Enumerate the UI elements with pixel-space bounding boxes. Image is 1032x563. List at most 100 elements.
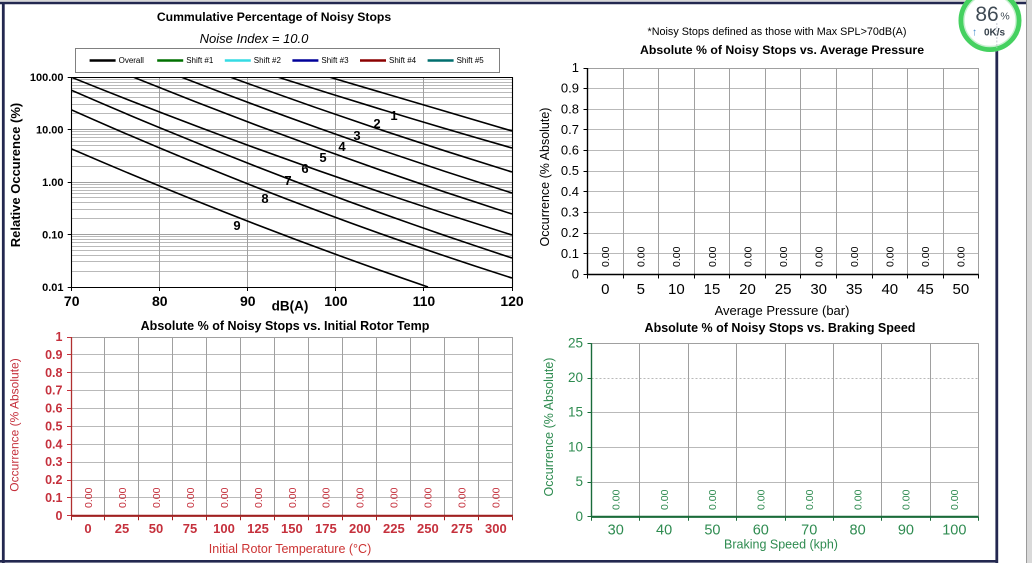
svg-text:75: 75 (183, 521, 197, 536)
svg-text:*Noisy Stops defined as those: *Noisy Stops defined as those with Max S… (648, 26, 907, 38)
svg-text:0.00: 0.00 (852, 489, 864, 510)
svg-text:↑: ↑ (972, 27, 977, 39)
svg-text:120: 120 (500, 293, 524, 309)
svg-text:0.4: 0.4 (561, 184, 579, 199)
svg-text:175: 175 (315, 521, 337, 536)
svg-text:40: 40 (881, 281, 898, 298)
svg-text:70: 70 (64, 293, 80, 309)
svg-text:0.00: 0.00 (901, 489, 913, 510)
svg-text:Overall: Overall (119, 56, 145, 65)
svg-text:8: 8 (261, 191, 268, 206)
svg-text:25: 25 (775, 281, 792, 298)
svg-text:Shift #1: Shift #1 (186, 56, 214, 65)
svg-text:0.00: 0.00 (600, 246, 612, 267)
svg-text:0.00: 0.00 (117, 487, 129, 508)
svg-text:0.9: 0.9 (45, 348, 62, 362)
svg-text:0.00: 0.00 (707, 246, 719, 267)
svg-text:25: 25 (568, 335, 583, 350)
svg-text:0.00: 0.00 (756, 489, 768, 510)
svg-text:0.01: 0.01 (42, 282, 63, 294)
svg-text:6: 6 (301, 161, 308, 176)
svg-text:0.9: 0.9 (561, 81, 579, 96)
svg-text:100: 100 (324, 293, 348, 309)
svg-text:0.00: 0.00 (956, 246, 968, 267)
svg-text:%: % (1000, 11, 1009, 23)
svg-text:0: 0 (601, 281, 609, 298)
svg-text:5: 5 (575, 474, 583, 489)
svg-text:0.5: 0.5 (561, 163, 579, 178)
svg-text:90: 90 (240, 293, 256, 309)
svg-text:1: 1 (56, 330, 63, 344)
svg-text:0.00: 0.00 (804, 489, 816, 510)
svg-text:0.00: 0.00 (707, 489, 719, 510)
svg-text:0.2: 0.2 (561, 225, 579, 240)
svg-text:9: 9 (233, 218, 240, 233)
svg-text:5: 5 (319, 150, 326, 165)
svg-text:0.00: 0.00 (814, 246, 826, 267)
svg-text:0.00: 0.00 (611, 489, 623, 510)
svg-text:0.00: 0.00 (778, 246, 790, 267)
svg-text:150: 150 (281, 521, 303, 536)
svg-text:0K/s: 0K/s (984, 28, 1006, 39)
svg-text:0.5: 0.5 (45, 419, 62, 433)
svg-text:1: 1 (390, 108, 397, 123)
svg-text:110: 110 (413, 293, 436, 309)
svg-text:2: 2 (373, 116, 380, 131)
svg-text:Absolute % of Noisy Stops vs.: Absolute % of Noisy Stops vs. Initial Ro… (141, 319, 430, 333)
svg-text:0.00: 0.00 (151, 487, 163, 508)
svg-text:10: 10 (568, 439, 583, 454)
svg-text:0.00: 0.00 (219, 487, 231, 508)
svg-text:Absolute % of Noisy Stops vs.: Absolute % of Noisy Stops vs. Braking Sp… (645, 321, 916, 335)
svg-text:0.00: 0.00 (885, 246, 897, 267)
svg-text:20: 20 (568, 370, 583, 385)
svg-text:80: 80 (152, 293, 168, 309)
svg-text:0.6: 0.6 (561, 143, 579, 158)
svg-text:0.6: 0.6 (45, 402, 62, 416)
svg-text:Average Pressure (bar): Average Pressure (bar) (715, 303, 850, 318)
svg-text:0.8: 0.8 (561, 101, 579, 116)
svg-text:0.00: 0.00 (287, 487, 299, 508)
svg-text:0.00: 0.00 (659, 489, 671, 510)
svg-text:0.00: 0.00 (389, 487, 401, 508)
svg-text:0.7: 0.7 (45, 384, 62, 398)
svg-text:Shift #2: Shift #2 (254, 56, 282, 65)
svg-text:200: 200 (349, 521, 371, 536)
svg-text:Initial Rotor Temperature (°C): Initial Rotor Temperature (°C) (209, 542, 371, 556)
svg-text:0.1: 0.1 (45, 491, 62, 505)
svg-text:Absolute % of Noisy Stops vs.: Absolute % of Noisy Stops vs. Average Pr… (640, 43, 924, 57)
svg-text:0.00: 0.00 (671, 246, 683, 267)
svg-text:80: 80 (850, 523, 866, 539)
svg-text:30: 30 (810, 281, 827, 298)
svg-text:0.00: 0.00 (321, 487, 333, 508)
svg-text:0: 0 (572, 267, 579, 282)
svg-text:0.2: 0.2 (45, 473, 62, 487)
svg-text:7: 7 (284, 173, 291, 188)
svg-text:10: 10 (668, 281, 685, 298)
svg-text:10.00: 10.00 (36, 125, 64, 137)
svg-text:0.3: 0.3 (45, 455, 62, 469)
svg-text:dB(A): dB(A) (272, 299, 309, 314)
svg-text:15: 15 (704, 281, 721, 298)
svg-text:0.00: 0.00 (185, 487, 197, 508)
svg-text:Cummulative Percentage of Nois: Cummulative Percentage of Noisy Stops (157, 10, 392, 24)
svg-text:0.00: 0.00 (849, 246, 861, 267)
svg-text:300: 300 (485, 521, 507, 536)
svg-text:0.3: 0.3 (561, 205, 579, 220)
svg-text:45: 45 (917, 281, 934, 298)
svg-text:4: 4 (338, 139, 346, 154)
svg-text:90: 90 (898, 523, 914, 539)
svg-text:15: 15 (568, 405, 583, 420)
svg-text:0.00: 0.00 (636, 246, 648, 267)
svg-text:0.00: 0.00 (491, 487, 503, 508)
svg-text:0.4: 0.4 (45, 437, 62, 451)
svg-text:25: 25 (115, 521, 129, 536)
svg-text:35: 35 (846, 281, 863, 298)
svg-text:1: 1 (572, 60, 579, 75)
svg-text:0.00: 0.00 (949, 489, 961, 510)
svg-text:0.00: 0.00 (742, 246, 754, 267)
svg-text:0.10: 0.10 (42, 230, 63, 242)
svg-text:Shift #3: Shift #3 (321, 56, 349, 65)
svg-text:Shift #4: Shift #4 (389, 56, 417, 65)
svg-text:0.1: 0.1 (561, 246, 579, 261)
svg-text:225: 225 (383, 521, 405, 536)
